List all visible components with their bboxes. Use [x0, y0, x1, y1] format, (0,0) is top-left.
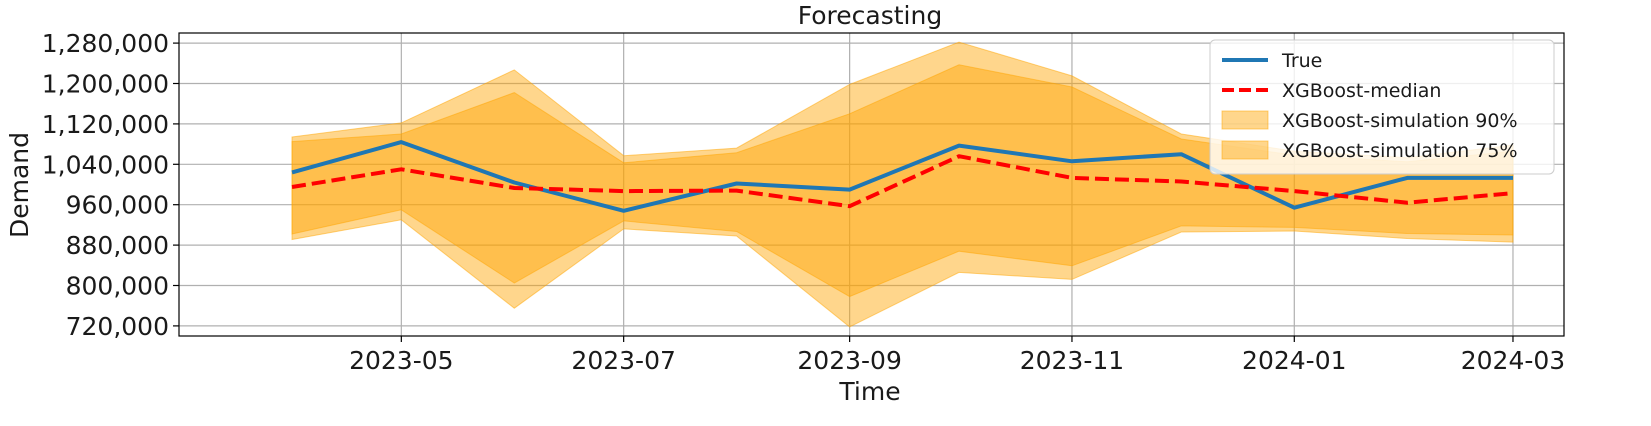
legend-label-xgboost-simulation-90-: XGBoost-simulation 90%: [1282, 110, 1518, 132]
x-tick-label: 2023-11: [1020, 346, 1124, 375]
legend-label-xgboost-simulation-75-: XGBoost-simulation 75%: [1282, 140, 1518, 162]
x-axis-label: Time: [838, 377, 900, 406]
x-tick-label: 2023-05: [349, 346, 453, 375]
x-tick-label: 2023-07: [571, 346, 675, 375]
x-tick-label: 2023-09: [797, 346, 901, 375]
legend-box: [1209, 39, 1555, 175]
band-xgboost-simulation-90-: [291, 41, 1514, 328]
plot-frame: [178, 32, 1565, 337]
y-axis-label: Demand: [5, 132, 34, 238]
x-tick-label: 2024-03: [1461, 346, 1565, 375]
y-tick-label: 1,200,000: [42, 70, 169, 99]
y-tick-label: 880,000: [66, 231, 169, 260]
y-tick-label: 720,000: [66, 312, 169, 341]
y-tick-label: 960,000: [66, 191, 169, 220]
y-tick-label: 800,000: [66, 272, 169, 301]
line-true: [291, 140, 1513, 213]
y-tick-label: 1,280,000: [42, 29, 169, 58]
legend-label-xgboost-median: XGBoost-median: [1282, 80, 1441, 102]
legend-swatch-xgboost-simulation-90-: [1221, 110, 1269, 130]
x-tick-label: 2024-01: [1242, 346, 1346, 375]
y-tick-label: 1,120,000: [42, 110, 169, 139]
y-axis-ticks: 720,000 800,000 880,000 960,000 1,040,000 1,1…: [42, 29, 179, 341]
line-layer: [291, 140, 1514, 213]
legend-swatch-xgboost-simulation-75-: [1221, 140, 1269, 160]
x-axis-ticks: 2023-05 2023-07 2023-09 2023-11 2024-01 2024-…: [349, 336, 1565, 375]
chart-title: Forecasting: [798, 1, 942, 30]
y-tick-label: 1,040,000: [42, 150, 169, 179]
legend: True XGBoost-median XGBoost-simulation 90%…: [1209, 39, 1555, 175]
line-xgboost-median: [291, 154, 1514, 209]
legend-label-true: True: [1281, 50, 1322, 72]
